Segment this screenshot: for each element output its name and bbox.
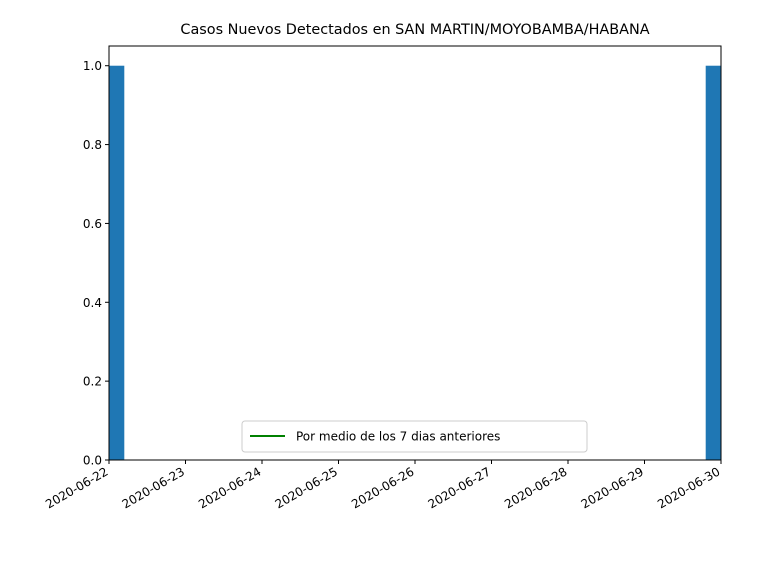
x-tick-label: 2020-06-24 <box>196 464 263 511</box>
x-tick-label: 2020-06-22 <box>43 464 110 511</box>
y-tick-label: 0.2 <box>83 375 102 389</box>
y-tick-label: 0.8 <box>83 138 102 152</box>
axes-frame <box>108 45 722 461</box>
legend: Por medio de los 7 dias anteriores <box>241 420 588 453</box>
y-tick-label: 0.0 <box>83 454 102 468</box>
x-tick-label: 2020-06-29 <box>579 464 646 511</box>
legend-box <box>241 420 588 453</box>
x-tick-label: 2020-06-30 <box>655 464 722 511</box>
y-tick-label: 1.0 <box>83 59 102 73</box>
x-tick-label: 2020-06-27 <box>426 464 493 511</box>
x-tick-label: 2020-06-25 <box>273 464 340 511</box>
x-tick-label: 2020-06-28 <box>502 464 569 511</box>
bars-group <box>109 65 721 460</box>
x-tick-label: 2020-06-23 <box>120 464 187 511</box>
chart-title: Casos Nuevos Detectados en SAN MARTIN/MO… <box>180 22 649 38</box>
bar <box>705 65 721 460</box>
legend-label: Por medio de los 7 dias anteriores <box>296 430 500 444</box>
y-tick-label: 0.4 <box>83 296 102 310</box>
bar <box>109 65 125 460</box>
y-tick-label: 0.6 <box>83 217 102 231</box>
x-tick-label: 2020-06-26 <box>349 464 416 511</box>
